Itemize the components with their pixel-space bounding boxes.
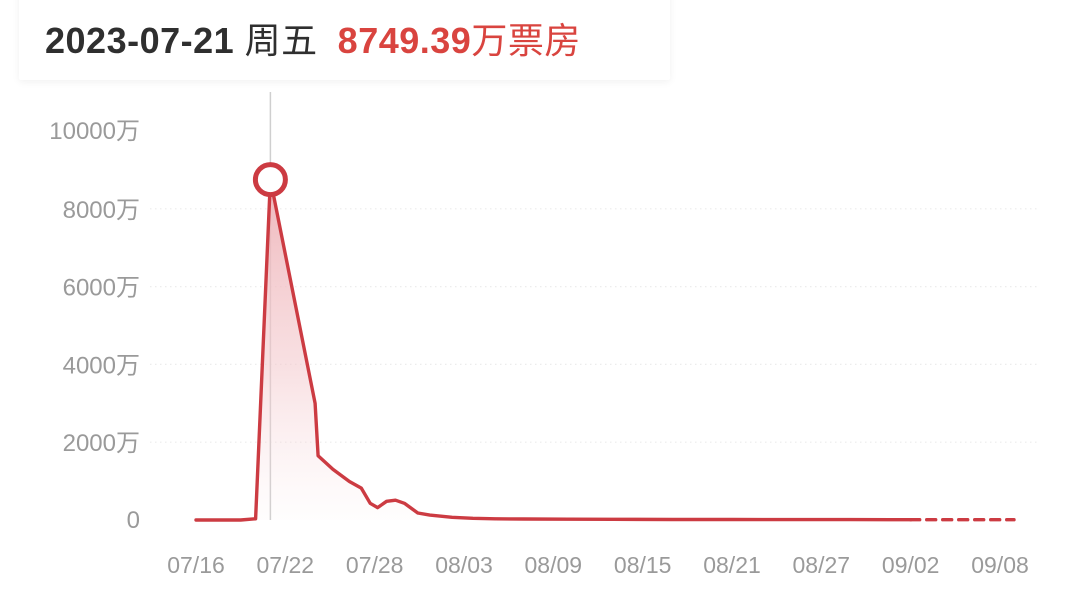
svg-text:4000万: 4000万 bbox=[63, 352, 140, 379]
svg-text:07/28: 07/28 bbox=[346, 552, 404, 578]
svg-text:08/09: 08/09 bbox=[525, 552, 583, 578]
svg-text:08/15: 08/15 bbox=[614, 552, 672, 578]
svg-text:08/21: 08/21 bbox=[703, 552, 761, 578]
svg-text:08/03: 08/03 bbox=[435, 552, 493, 578]
svg-text:09/02: 09/02 bbox=[882, 552, 940, 578]
svg-text:6000万: 6000万 bbox=[63, 275, 140, 302]
svg-text:2000万: 2000万 bbox=[63, 430, 140, 457]
svg-text:8000万: 8000万 bbox=[63, 197, 140, 224]
svg-text:09/08: 09/08 bbox=[971, 552, 1029, 578]
svg-text:07/16: 07/16 bbox=[167, 552, 225, 578]
svg-text:08/27: 08/27 bbox=[793, 552, 851, 578]
svg-text:07/22: 07/22 bbox=[257, 552, 315, 578]
svg-text:10000万: 10000万 bbox=[49, 118, 140, 145]
svg-text:0: 0 bbox=[127, 507, 140, 534]
